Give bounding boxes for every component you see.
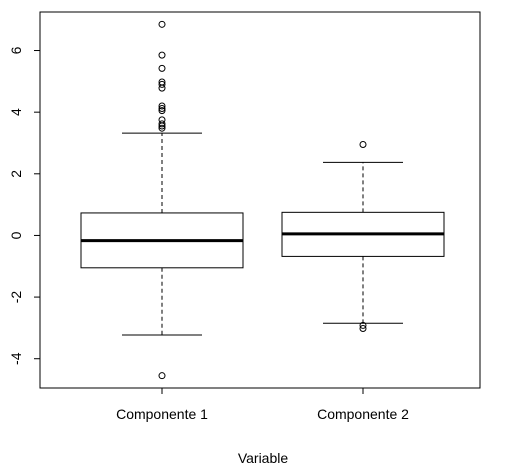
outlier-point — [359, 325, 367, 333]
y-tick-label: 6 — [8, 46, 24, 54]
outlier-point — [359, 321, 367, 329]
y-tick-label: -2 — [8, 291, 24, 304]
x-axis: Componente 1 Componente 2 — [116, 388, 409, 422]
y-tick-label: 2 — [8, 170, 24, 178]
outlier-point — [158, 20, 166, 28]
outlier-point — [158, 84, 166, 92]
plot-frame — [39, 11, 481, 389]
box-group — [80, 20, 244, 380]
outlier-point — [158, 80, 166, 88]
outlier-point — [158, 107, 166, 115]
x-tick-label: Componente 2 — [317, 406, 409, 422]
box-group — [281, 141, 445, 333]
y-axis: -4 -2 0 2 4 6 — [8, 46, 40, 365]
y-tick-label: -4 — [8, 352, 24, 365]
outlier-point — [158, 104, 166, 112]
outlier-point — [158, 102, 166, 110]
x-tick-label: Componente 1 — [116, 406, 208, 422]
outlier-point — [158, 122, 166, 130]
outlier-point — [158, 124, 166, 132]
outlier-point — [158, 51, 166, 59]
y-tick-label: 0 — [8, 231, 24, 239]
box-series — [80, 20, 445, 380]
outlier-point — [158, 372, 166, 380]
y-tick-label: 4 — [8, 108, 24, 116]
outlier-point — [158, 64, 166, 72]
outlier-point — [359, 141, 367, 149]
x-axis-title: Variable — [238, 450, 289, 466]
outlier-point — [158, 120, 166, 128]
